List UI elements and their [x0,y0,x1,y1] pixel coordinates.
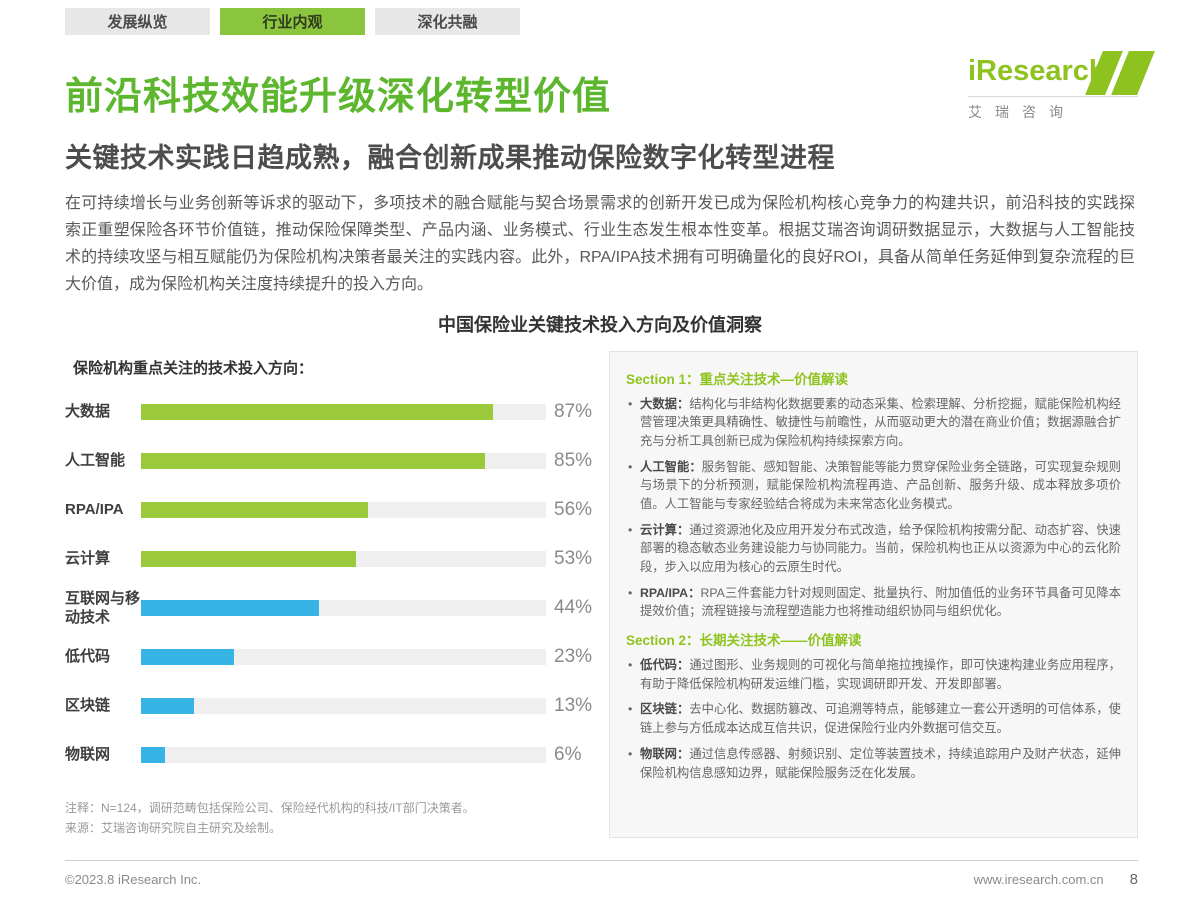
bar-category-label: 低代码 [65,648,111,666]
bullet-ai: 人工智能：服务智能、感知智能、决策智能等能力贯穿保险业务全链路，可实现复杂规则与… [628,458,1121,514]
bullet-term: 云计算： [640,522,690,537]
bar-category-label: 大数据 [65,403,111,421]
bar-track [141,453,546,469]
content-columns: 保险机构重点关注的技术投入方向： 大数据 87% 人工智能 85% RPA/IP… [0,337,1200,839]
section-1-heading: Section 1：重点关注技术—价值解读 [626,371,849,387]
bar-track [141,698,546,714]
bar-fill [141,502,368,518]
bullet-cloud: 云计算：通过资源池化及应用开发分布式改造，给予保险机构按需分配、动态扩容、快速部… [628,521,1121,577]
bar-track [141,551,546,567]
chart-label: 保险机构重点关注的技术投入方向： [73,359,314,377]
bullet-text: 去中心化、数据防篡改、可追溯等特点，能够建立一套公开透明的可信体系，使链上参与方… [640,702,1121,736]
bullet-big-data: 大数据：结构化与非结构化数据要素的动态采集、检索理解、分析挖掘，赋能保险机构经营… [628,395,1121,451]
page-header: 前沿科技效能升级深化转型价值 iResearch 艾瑞咨询 [0,35,1200,120]
bar-fill [141,551,356,567]
bar-category-label: 区块链 [65,697,111,715]
chart-notes: 注释：N=124，调研范畴包括保险公司、保险经代机构的科技/IT部门决策者。 来… [65,798,595,839]
insights-panel: Section 1：重点关注技术—价值解读 大数据：结构化与非结构化数据要素的动… [609,350,1138,839]
section-2-bullets: 低代码：通过图形、业务规则的可视化与简单拖拉拽操作，即可快速构建业务应用程序，有… [626,656,1121,782]
tab-bar: 发展纵览 行业内观 深化共融 [0,0,1200,35]
page-number: 8 [1129,871,1138,888]
logo-chinese-name: 艾瑞咨询 [968,96,1138,122]
bar-chart: 保险机构重点关注的技术投入方向： 大数据 87% 人工智能 85% RPA/IP… [65,351,595,839]
bar-category-label: RPA/IPA [65,501,124,519]
note-methodology: 注释：N=124，调研范畴包括保险公司、保险经代机构的科技/IT部门决策者。 [65,800,475,815]
bullet-term: 人工智能： [640,459,702,474]
bullet-term: 低代码： [640,658,690,673]
bar-fill [141,649,235,665]
page-subtitle: 关键技术实践日趋成熟，融合创新成果推动保险数字化转型进程 [65,143,835,173]
page-footer: ©2023.8 iResearch Inc. www.iresearch.com… [65,860,1138,888]
bullet-term: 区块链： [640,702,690,717]
chart-section-title: 中国保险业关键技术投入方向及价值洞察 [438,314,762,335]
bar-fill [141,698,194,714]
bar-value-label: 44% [554,597,593,618]
logo-wordmark: iResearch [968,55,1107,87]
bullet-iot: 物联网：通过信息传感器、射频识别、定位等装置技术，持续追踪用户及财产状态，延伸保… [628,745,1121,782]
bar-track [141,502,546,518]
bar-category-label: 云计算 [65,550,111,568]
bar-value-label: 87% [554,401,593,422]
bullet-text: 通过资源池化及应用开发分布式改造，给予保险机构按需分配、动态扩容、快速部署的稳态… [640,522,1121,574]
section-2-heading: Section 2：长期关注技术——价值解读 [626,633,862,649]
tab-deepening-integration[interactable]: 深化共融 [375,8,520,35]
bar-value-label: 56% [554,499,593,520]
bar-track [141,747,546,763]
bullet-term: 大数据： [640,396,690,411]
bar-value-label: 13% [554,695,593,716]
bullet-text: 通过图形、业务规则的可视化与简单拖拉拽操作，即可快速构建业务应用程序，有助于降低… [640,658,1121,691]
bar-row-iot: 物联网 6% [65,731,595,780]
bar-row-ai: 人工智能 85% [65,437,595,486]
bar-row-internet-mobile: 互联网与移动技术 44% [65,584,595,633]
bullet-low-code: 低代码：通过图形、业务规则的可视化与简单拖拉拽操作，即可快速构建业务应用程序，有… [628,656,1121,693]
bar-track [141,600,546,616]
bullet-rpa-ipa: RPA/IPA：RPA三件套能力针对规则固定、批量执行、附加值低的业务环节具备可… [628,584,1121,621]
bar-fill [141,600,320,616]
bullet-term: 物联网： [640,746,690,761]
bar-category-label: 物联网 [65,746,111,764]
note-source: 来源：艾瑞咨询研究院自主研究及绘制。 [65,820,282,835]
bullet-text: 通过信息传感器、射频识别、定位等装置技术，持续追踪用户及财产状态，延伸保险机构信… [640,746,1121,780]
bar-category-label: 互联网与移动技术 [65,589,141,627]
bar-row-blockchain: 区块链 13% [65,682,595,731]
bar-track [141,649,546,665]
bar-fill [141,747,166,763]
bar-fill [141,404,494,420]
bar-row-cloud: 云计算 53% [65,535,595,584]
iresearch-logo: iResearch 艾瑞咨询 [968,51,1155,122]
section-1-bullets: 大数据：结构化与非结构化数据要素的动态采集、检索理解、分析挖掘，赋能保险机构经营… [626,395,1121,622]
website-url: www.iresearch.com.cn [973,872,1104,887]
bar-row-rpa-ipa: RPA/IPA 56% [65,486,595,535]
intro-paragraph: 在可持续增长与业务创新等诉求的驱动下，多项技术的融合赋能与契合场景需求的创新开发… [65,195,1135,293]
bullet-text: 服务智能、感知智能、决策智能等能力贯穿保险业务全链路，可实现复杂规则与场景下的分… [640,459,1121,511]
bar-value-label: 53% [554,548,593,569]
page-title: 前沿科技效能升级深化转型价值 [65,76,612,118]
bar-value-label: 6% [554,744,582,765]
bar-fill [141,453,486,469]
bar-track [141,404,546,420]
bar-row-big-data: 大数据 87% [65,388,595,437]
bullet-text: 结构化与非结构化数据要素的动态采集、检索理解、分析挖掘，赋能保险机构经营管理决策… [640,396,1121,448]
bullet-text: RPA三件套能力针对规则固定、批量执行、附加值低的业务环节具备可见降本提效价值；… [640,585,1121,619]
bar-row-low-code: 低代码 23% [65,633,595,682]
bar-category-label: 人工智能 [65,452,126,470]
bar-value-label: 85% [554,450,593,471]
tab-industry-view[interactable]: 行业内观 [220,8,365,35]
bullet-blockchain: 区块链：去中心化、数据防篡改、可追溯等特点，能够建立一套公开透明的可信体系，使链… [628,700,1121,737]
tab-development-overview[interactable]: 发展纵览 [65,8,210,35]
copyright-text: ©2023.8 iResearch Inc. [65,872,202,887]
bullet-term: RPA/IPA： [640,585,701,600]
bar-value-label: 23% [554,646,593,667]
